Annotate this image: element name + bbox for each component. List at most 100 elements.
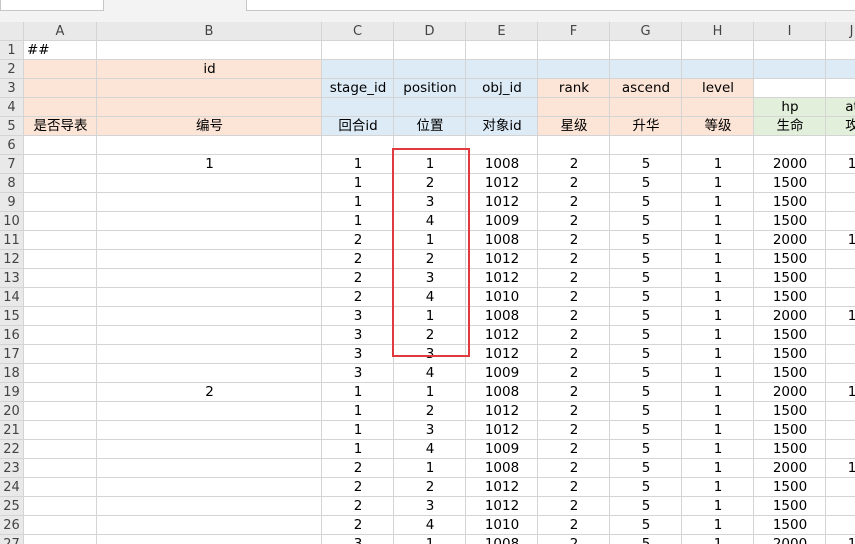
cell[interactable] bbox=[610, 136, 682, 155]
cell[interactable] bbox=[754, 364, 826, 383]
cell[interactable] bbox=[826, 79, 855, 98]
row-header[interactable]: 5 bbox=[0, 117, 24, 136]
row-header[interactable]: 20 bbox=[0, 402, 24, 421]
cell[interactable] bbox=[538, 98, 610, 117]
cell[interactable] bbox=[538, 440, 610, 459]
cell[interactable] bbox=[97, 98, 322, 117]
cell[interactable] bbox=[610, 60, 682, 79]
cell[interactable] bbox=[538, 250, 610, 269]
row-header[interactable]: 24 bbox=[0, 478, 24, 497]
row-header[interactable]: 19 bbox=[0, 383, 24, 402]
cell[interactable] bbox=[610, 193, 682, 212]
cell[interactable] bbox=[682, 174, 754, 193]
cell[interactable] bbox=[754, 117, 826, 136]
column-header[interactable]: B bbox=[97, 22, 322, 41]
cell[interactable] bbox=[97, 174, 322, 193]
cell[interactable] bbox=[754, 79, 826, 98]
cell[interactable] bbox=[754, 193, 826, 212]
cell[interactable] bbox=[24, 459, 97, 478]
cell[interactable] bbox=[97, 288, 322, 307]
column-header[interactable]: C bbox=[322, 22, 394, 41]
cell[interactable] bbox=[394, 212, 466, 231]
cell[interactable] bbox=[97, 516, 322, 535]
cell[interactable] bbox=[97, 478, 322, 497]
cell[interactable] bbox=[394, 155, 466, 174]
cell[interactable] bbox=[466, 516, 538, 535]
cell[interactable] bbox=[826, 174, 855, 193]
cell[interactable] bbox=[610, 212, 682, 231]
cell[interactable] bbox=[682, 478, 754, 497]
cell[interactable] bbox=[826, 402, 855, 421]
row-header[interactable]: 9 bbox=[0, 193, 24, 212]
cell[interactable] bbox=[466, 459, 538, 478]
cell[interactable] bbox=[394, 60, 466, 79]
cell[interactable] bbox=[97, 212, 322, 231]
cell[interactable] bbox=[97, 193, 322, 212]
row-header[interactable]: 4 bbox=[0, 98, 24, 117]
cell[interactable] bbox=[682, 193, 754, 212]
cell[interactable] bbox=[682, 136, 754, 155]
row-header[interactable]: 11 bbox=[0, 231, 24, 250]
cell[interactable] bbox=[826, 364, 855, 383]
cell[interactable] bbox=[394, 269, 466, 288]
cell[interactable] bbox=[24, 516, 97, 535]
cell[interactable] bbox=[754, 250, 826, 269]
row-header[interactable]: 7 bbox=[0, 155, 24, 174]
cell[interactable] bbox=[682, 288, 754, 307]
row-header[interactable]: 12 bbox=[0, 250, 24, 269]
cell[interactable] bbox=[682, 383, 754, 402]
cell[interactable] bbox=[682, 402, 754, 421]
cell[interactable] bbox=[97, 459, 322, 478]
cell[interactable] bbox=[826, 440, 855, 459]
cell[interactable] bbox=[466, 174, 538, 193]
cell[interactable] bbox=[97, 402, 322, 421]
cell[interactable] bbox=[394, 421, 466, 440]
cell[interactable] bbox=[610, 345, 682, 364]
cell[interactable] bbox=[322, 497, 394, 516]
cell[interactable] bbox=[394, 535, 466, 544]
cell[interactable] bbox=[610, 155, 682, 174]
cell[interactable] bbox=[754, 497, 826, 516]
cell[interactable] bbox=[826, 478, 855, 497]
cell[interactable] bbox=[97, 307, 322, 326]
cell[interactable] bbox=[754, 60, 826, 79]
cell[interactable] bbox=[754, 307, 826, 326]
cell[interactable] bbox=[682, 117, 754, 136]
cell[interactable] bbox=[322, 440, 394, 459]
cell[interactable] bbox=[24, 326, 97, 345]
cell[interactable] bbox=[538, 345, 610, 364]
column-header[interactable]: F bbox=[538, 22, 610, 41]
cell[interactable] bbox=[826, 421, 855, 440]
cell[interactable] bbox=[610, 250, 682, 269]
cell[interactable] bbox=[754, 421, 826, 440]
cell[interactable] bbox=[682, 231, 754, 250]
cell[interactable] bbox=[610, 307, 682, 326]
cell[interactable] bbox=[826, 535, 855, 544]
cell[interactable] bbox=[97, 60, 322, 79]
cell[interactable] bbox=[682, 497, 754, 516]
cell[interactable] bbox=[97, 136, 322, 155]
row-header[interactable]: 6 bbox=[0, 136, 24, 155]
cell[interactable] bbox=[826, 326, 855, 345]
cell[interactable] bbox=[754, 41, 826, 60]
select-all[interactable] bbox=[0, 22, 24, 41]
cell[interactable] bbox=[538, 421, 610, 440]
cell[interactable] bbox=[826, 383, 855, 402]
cell[interactable] bbox=[394, 383, 466, 402]
cell[interactable] bbox=[466, 364, 538, 383]
cell[interactable] bbox=[466, 440, 538, 459]
row-header[interactable]: 22 bbox=[0, 440, 24, 459]
row-header[interactable]: 1 bbox=[0, 41, 24, 60]
row-header[interactable]: 23 bbox=[0, 459, 24, 478]
cell[interactable] bbox=[394, 459, 466, 478]
cell[interactable] bbox=[24, 478, 97, 497]
cell[interactable] bbox=[322, 459, 394, 478]
cell[interactable] bbox=[682, 60, 754, 79]
cell[interactable] bbox=[394, 478, 466, 497]
cell[interactable] bbox=[538, 288, 610, 307]
cell[interactable] bbox=[466, 136, 538, 155]
cell[interactable] bbox=[610, 326, 682, 345]
cell[interactable] bbox=[826, 155, 855, 174]
cell[interactable] bbox=[24, 440, 97, 459]
cell[interactable] bbox=[538, 307, 610, 326]
